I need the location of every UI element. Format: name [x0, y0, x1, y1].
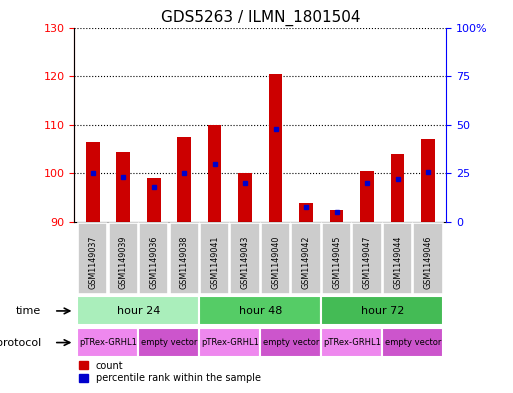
Bar — [330, 210, 343, 222]
Bar — [360, 171, 374, 222]
FancyBboxPatch shape — [261, 223, 290, 294]
Text: GSM1149040: GSM1149040 — [271, 235, 280, 288]
Text: GSM1149043: GSM1149043 — [241, 235, 250, 288]
FancyBboxPatch shape — [139, 328, 200, 357]
FancyBboxPatch shape — [321, 296, 443, 325]
Legend: count, percentile rank within the sample: count, percentile rank within the sample — [79, 360, 261, 384]
Text: hour 72: hour 72 — [361, 306, 404, 316]
FancyBboxPatch shape — [200, 223, 229, 294]
Text: GSM1149047: GSM1149047 — [363, 235, 371, 289]
FancyBboxPatch shape — [413, 223, 443, 294]
Text: empty vector: empty vector — [141, 338, 197, 347]
FancyBboxPatch shape — [230, 223, 260, 294]
Text: GSM1149046: GSM1149046 — [424, 235, 432, 288]
Bar — [208, 125, 222, 222]
Bar — [269, 74, 283, 222]
Text: protocol: protocol — [0, 338, 41, 347]
Text: time: time — [16, 306, 41, 316]
Text: GSM1149042: GSM1149042 — [302, 235, 310, 289]
Bar — [116, 152, 130, 222]
Text: hour 48: hour 48 — [239, 306, 282, 316]
Bar — [299, 203, 313, 222]
FancyBboxPatch shape — [322, 223, 351, 294]
Bar — [147, 178, 161, 222]
FancyBboxPatch shape — [169, 223, 199, 294]
Text: GSM1149041: GSM1149041 — [210, 235, 219, 288]
FancyBboxPatch shape — [78, 223, 107, 294]
Bar — [421, 140, 435, 222]
Text: GSM1149037: GSM1149037 — [88, 235, 97, 289]
Bar — [86, 142, 100, 222]
Bar — [238, 173, 252, 222]
FancyBboxPatch shape — [77, 328, 139, 357]
Text: GSM1149039: GSM1149039 — [119, 235, 128, 289]
FancyBboxPatch shape — [291, 223, 321, 294]
Text: pTRex-GRHL1: pTRex-GRHL1 — [201, 338, 259, 347]
FancyBboxPatch shape — [321, 328, 382, 357]
Text: pTRex-GRHL1: pTRex-GRHL1 — [323, 338, 381, 347]
Bar — [177, 137, 191, 222]
Text: GSM1149036: GSM1149036 — [149, 235, 158, 288]
Title: GDS5263 / ILMN_1801504: GDS5263 / ILMN_1801504 — [161, 10, 360, 26]
FancyBboxPatch shape — [352, 223, 382, 294]
FancyBboxPatch shape — [200, 296, 321, 325]
FancyBboxPatch shape — [382, 328, 443, 357]
Text: pTRex-GRHL1: pTRex-GRHL1 — [79, 338, 137, 347]
Text: empty vector: empty vector — [385, 338, 441, 347]
FancyBboxPatch shape — [383, 223, 412, 294]
FancyBboxPatch shape — [77, 296, 200, 325]
FancyBboxPatch shape — [109, 223, 138, 294]
Text: GSM1149044: GSM1149044 — [393, 235, 402, 288]
Bar — [391, 154, 404, 222]
Text: empty vector: empty vector — [263, 338, 319, 347]
Text: hour 24: hour 24 — [117, 306, 160, 316]
FancyBboxPatch shape — [261, 328, 321, 357]
FancyBboxPatch shape — [200, 328, 261, 357]
Text: GSM1149045: GSM1149045 — [332, 235, 341, 289]
Text: GSM1149038: GSM1149038 — [180, 235, 189, 288]
FancyBboxPatch shape — [139, 223, 168, 294]
